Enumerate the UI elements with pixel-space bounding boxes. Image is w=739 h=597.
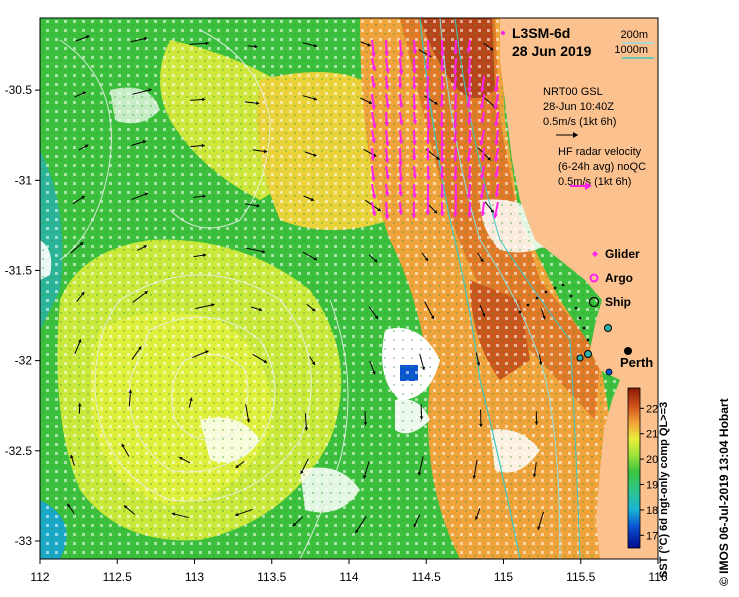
ship-marker xyxy=(605,325,612,332)
contour-legend-1000m: 1000m xyxy=(614,44,648,56)
city-label: Perth xyxy=(620,355,653,370)
credit-text: © IMOS 06-Jul-2019 13:04 Hobart xyxy=(717,398,731,586)
ship-legend-label: Ship xyxy=(605,295,631,309)
hf-scale: 0.5m/s (1kt 6h) xyxy=(558,176,631,188)
argo-legend-label: Argo xyxy=(605,271,633,285)
y-tick-label: -31.5 xyxy=(5,263,33,277)
colorbar-tick-label: 19 xyxy=(646,480,658,492)
colorbar-tick-label: 20 xyxy=(646,454,658,466)
x-tick-label: 113 xyxy=(185,570,204,584)
y-tick-label: -32 xyxy=(15,354,33,368)
colorbar-tick-label: 18 xyxy=(646,505,658,517)
colorbar-label: SST (°C) 6d ngt-only comp QL>=3 xyxy=(658,402,670,578)
hf-avg: (6-24h avg) noQC xyxy=(558,161,646,173)
x-tick-label: 115.5 xyxy=(566,570,595,584)
y-tick-label: -31 xyxy=(15,173,33,187)
colorbar xyxy=(628,388,640,548)
gsl-title: NRT00 GSL xyxy=(543,86,603,98)
contour-legend-200m: 200m xyxy=(620,29,648,41)
x-tick-label: 113.5 xyxy=(257,570,286,584)
gsl-time: 28-Jun 10:40Z xyxy=(543,101,614,113)
title-glider-dot xyxy=(501,31,505,35)
colorbar-tick-label: 17 xyxy=(646,530,658,542)
x-tick-label: 115 xyxy=(494,570,513,584)
ship-marker xyxy=(606,369,612,375)
ship-marker xyxy=(577,355,583,361)
x-tick-label: 112 xyxy=(30,570,49,584)
perth-marker xyxy=(624,347,632,355)
y-tick-label: -33 xyxy=(15,534,33,548)
x-tick-label: 112.5 xyxy=(103,570,132,584)
sst-field xyxy=(40,18,658,559)
y-axis: -30.5 -31 -31.5 -32 -32.5 -33 xyxy=(5,83,40,548)
gsl-scale: 0.5m/s (1kt 6h) xyxy=(543,116,616,128)
ship-marker xyxy=(585,351,592,358)
colorbar-tick-label: 22 xyxy=(646,403,658,415)
x-tick-label: 114 xyxy=(339,570,358,584)
map-date: 28 Jun 2019 xyxy=(512,43,592,59)
x-tick-label: 114.5 xyxy=(412,570,441,584)
y-tick-label: -30.5 xyxy=(5,83,33,97)
y-tick-label: -32.5 xyxy=(5,444,33,458)
hf-title: HF radar velocity xyxy=(558,146,642,158)
map-title: L3SM-6d xyxy=(512,25,570,41)
glider-legend-label: Glider xyxy=(605,247,640,261)
colorbar-tick-label: 21 xyxy=(646,429,658,441)
